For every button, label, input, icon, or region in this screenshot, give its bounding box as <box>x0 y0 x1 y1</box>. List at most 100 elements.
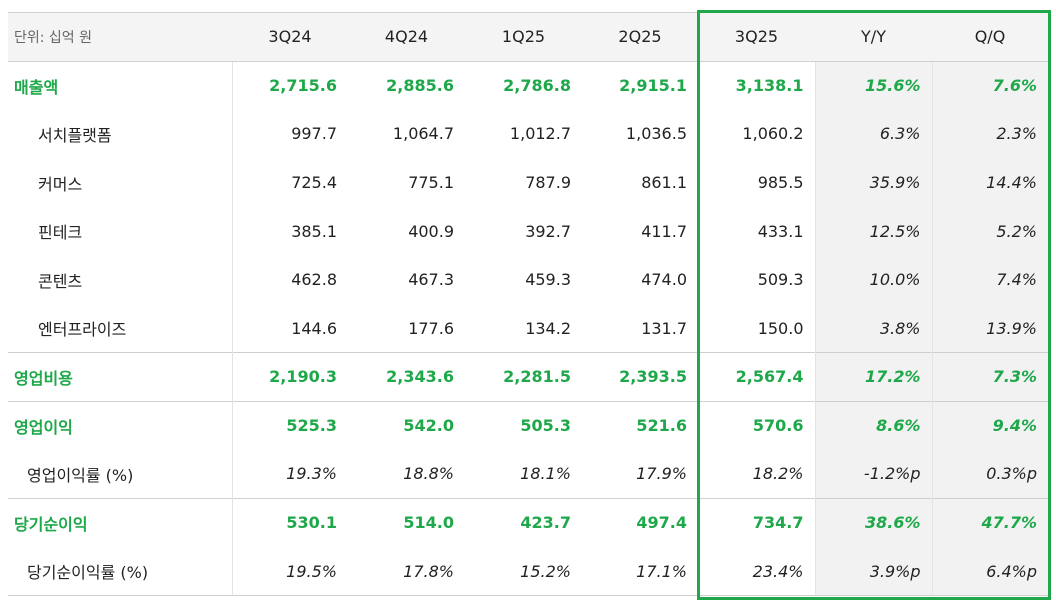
cell: 13.9% <box>931 304 1048 353</box>
table-row: 서치플랫폼 997.7 1,064.7 1,012.7 1,036.5 1,060.2 6.… <box>8 109 1048 159</box>
table-row: 핀테크 385.1 400.9 392.7 411.7 433.1 12.5% 5.2% <box>8 206 1048 256</box>
cell: 6.4%p <box>931 547 1048 597</box>
cell: 2,343.6 <box>348 352 465 402</box>
cell: 7.4% <box>931 255 1048 305</box>
cell: 2,786.8 <box>503 76 571 96</box>
cell: 5.2% <box>931 206 1048 256</box>
cell: 7.6% <box>931 61 1048 110</box>
cell: 474.0 <box>641 270 687 290</box>
header-row: 단위: 십억 원 3Q24 4Q24 1Q25 2Q25 3Q25 Y/Y Q/Q <box>8 12 1048 62</box>
cell: 509.3 <box>757 270 804 290</box>
cell: 3.8% <box>814 304 932 353</box>
cell: 530.1 <box>232 497 348 548</box>
financial-table: 단위: 십억 원 3Q24 4Q24 1Q25 2Q25 3Q25 Y/Y Q/Q 매출액 2,… <box>8 12 1048 597</box>
table-row: 커머스 725.4 775.1 787.9 861.1 985.5 35.9% 14.4% <box>8 158 1048 207</box>
cell: 10.0% <box>814 255 932 305</box>
cell: 462.8 <box>291 270 337 290</box>
row-label: 엔터프라이즈 <box>8 304 233 353</box>
row-label: 핀테크 <box>8 206 233 256</box>
table-row: 매출액 2,715.6 2,885.6 2,786.8 2,915.1 3,138.1 15… <box>8 61 1048 110</box>
cell: 1,064.7 <box>392 124 454 144</box>
table-row: 영업비용 2,190.3 2,343.6 2,281.5 2,393.5 2,567.4 1… <box>8 352 1048 402</box>
cell: 2.3% <box>931 109 1048 159</box>
cell: 134.2 <box>525 318 571 338</box>
table-body: 매출액 2,715.6 2,885.6 2,786.8 2,915.1 3,138.1 15… <box>8 61 1048 597</box>
cell: 570.6 <box>698 400 815 450</box>
cell: 14.4% <box>931 158 1048 207</box>
cell: 459.3 <box>525 270 571 290</box>
cell: 35.9% <box>814 158 932 207</box>
cell: 131.7 <box>641 318 687 338</box>
cell: 15.2% <box>465 547 582 597</box>
cell: 23.4% <box>698 547 815 597</box>
cell: 19.5% <box>232 547 348 597</box>
cell: 514.0 <box>348 497 465 548</box>
cell: 2,281.5 <box>465 352 582 402</box>
cell: 725.4 <box>291 173 337 193</box>
cell: 18.8% <box>403 464 454 484</box>
row-label: 콘텐츠 <box>8 255 233 305</box>
cell: 8.6% <box>814 400 932 450</box>
cell: 423.7 <box>465 497 582 548</box>
cell: 38.6% <box>814 497 932 548</box>
table-row: 당기순이익 530.1 514.0 423.7 497.4 734.7 38.6% 47.7% <box>8 497 1048 548</box>
header-cell: 1Q25 <box>465 12 582 62</box>
cell: 9.4% <box>931 400 1048 450</box>
cell: 15.6% <box>814 61 932 110</box>
row-label: 영업비용 <box>8 352 233 402</box>
table-row: 영업이익 525.3 542.0 505.3 521.6 570.6 8.6% 9.4% <box>8 400 1048 450</box>
row-label: 서치플랫폼 <box>8 109 233 159</box>
cell: 18.2% <box>752 464 804 484</box>
cell: 2,190.3 <box>232 352 348 402</box>
header-cell: 2Q25 <box>582 12 698 62</box>
cell: 2,567.4 <box>698 352 815 402</box>
cell: 17.8% <box>348 547 465 597</box>
cell: 997.7 <box>291 124 337 144</box>
cell: 385.1 <box>291 221 337 241</box>
cell: 0.3%p <box>931 449 1048 499</box>
cell: 144.6 <box>291 318 337 338</box>
row-label: 당기순이익률 (%) <box>8 547 233 597</box>
cell: 734.7 <box>698 497 815 548</box>
cell: 150.0 <box>757 318 804 338</box>
cell: 775.1 <box>408 173 454 193</box>
row-label: 영업이익률 (%) <box>8 449 233 499</box>
row-label: 커머스 <box>8 158 233 207</box>
cell: 400.9 <box>408 221 454 241</box>
cell: 467.3 <box>408 270 454 290</box>
table-row: 당기순이익률 (%) 19.5% 17.8% 15.2% 17.1% 23.4% 3.9%p… <box>8 547 1048 597</box>
cell: 497.4 <box>582 497 698 548</box>
cell: 2,715.6 <box>269 76 337 96</box>
cell: 6.3% <box>814 109 932 159</box>
cell: 1,012.7 <box>509 124 571 144</box>
table-row: 콘텐츠 462.8 467.3 459.3 474.0 509.3 10.0% 7.4% <box>8 255 1048 305</box>
cell: 2,885.6 <box>386 76 454 96</box>
cell: 47.7% <box>931 497 1048 548</box>
cell: 3,138.1 <box>735 76 804 96</box>
cell: 177.6 <box>408 318 454 338</box>
cell: 12.5% <box>814 206 932 256</box>
row-label: 당기순이익 <box>8 497 233 548</box>
cell: 19.3% <box>286 464 337 484</box>
cell: 3.9%p <box>814 547 932 597</box>
header-cell: Q/Q <box>932 12 1048 62</box>
cell: 525.3 <box>232 400 348 450</box>
highlight-box <box>697 10 1051 600</box>
cell: 505.3 <box>465 400 582 450</box>
cell: 18.1% <box>520 464 571 484</box>
cell: 1,036.5 <box>625 124 687 144</box>
cell: 521.6 <box>582 400 698 450</box>
cell: 861.1 <box>641 173 687 193</box>
cell: 7.3% <box>931 352 1048 402</box>
cell: 411.7 <box>641 221 687 241</box>
cell: 17.1% <box>582 547 698 597</box>
cell: 2,915.1 <box>619 76 687 96</box>
cell: 787.9 <box>525 173 571 193</box>
cell: 2,393.5 <box>582 352 698 402</box>
cell: 433.1 <box>757 221 804 241</box>
cell: 1,060.2 <box>742 124 804 144</box>
cell: 985.5 <box>757 173 804 193</box>
table-row: 엔터프라이즈 144.6 177.6 134.2 131.7 150.0 3.8% 13.9% <box>8 304 1048 353</box>
header-cell: 4Q24 <box>348 12 465 62</box>
